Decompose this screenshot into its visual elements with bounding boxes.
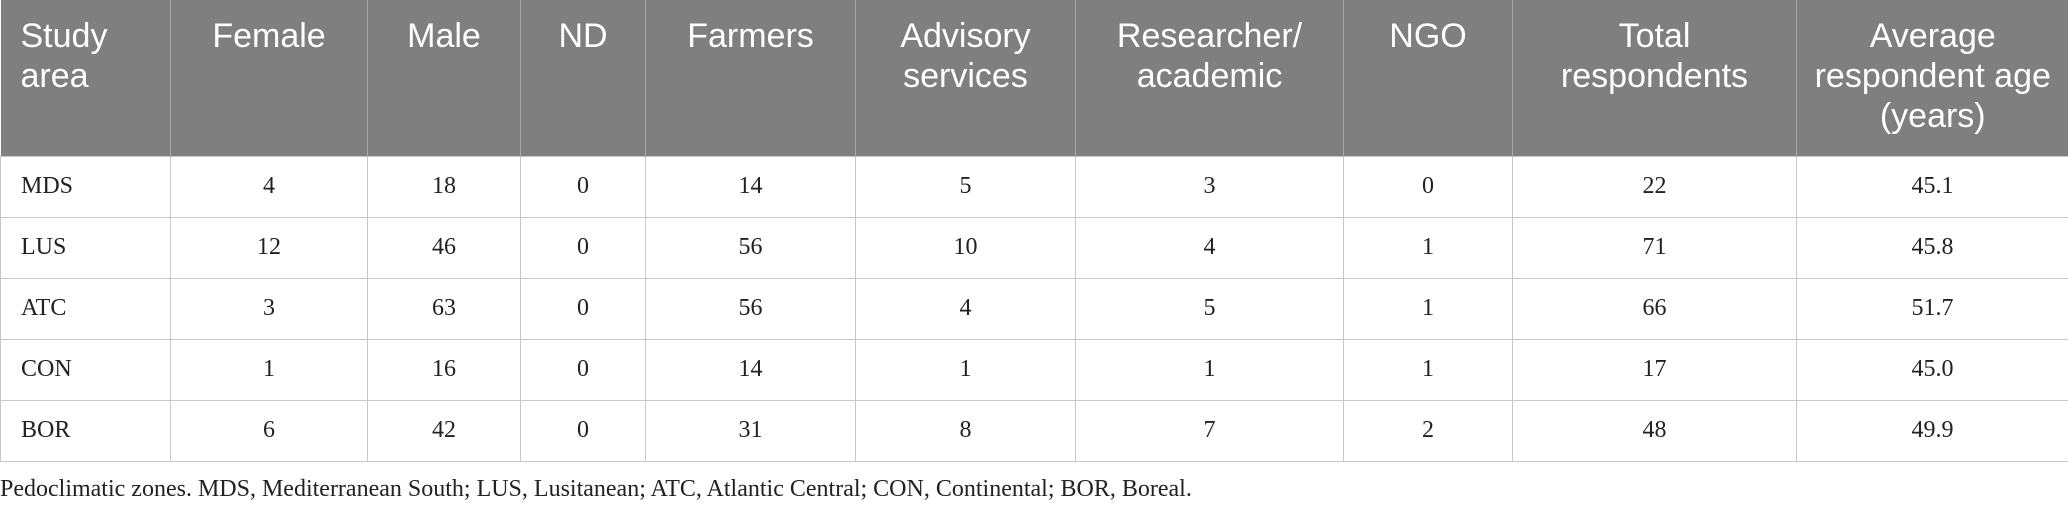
row-label: ATC [0,277,171,340]
table-cell: 1 [170,338,368,401]
table-row: CON 1 16 0 14 1 1 1 17 45.0 [0,338,2068,401]
table-cell: 63 [367,277,521,340]
table-row: ATC 3 63 0 56 4 5 1 66 51.7 [0,277,2068,340]
table-cell: 46 [367,216,521,279]
column-header: Female [170,0,368,156]
table-cell: 1 [1075,338,1344,401]
table-cell: 42 [367,399,521,462]
table-cell: 3 [1075,155,1344,218]
table-cell: 2 [1343,399,1513,462]
column-header: Researcher/ academic [1075,0,1344,156]
table-cell: 1 [1343,216,1513,279]
column-header: Average respondent age (years) [1796,0,2068,156]
table-cell: 1 [855,338,1076,401]
row-label: BOR [0,399,171,462]
table-cell: 5 [855,155,1076,218]
table-cell: 17 [1512,338,1797,401]
table-cell: 0 [520,216,646,279]
table-cell: 10 [855,216,1076,279]
column-header: Advisory services [855,0,1076,156]
table-body: MDS 4 18 0 14 5 3 0 22 45.1 LUS 12 46 0 56 10 4 1 71 45.8 AT… [0,155,2068,462]
table-cell: 14 [645,155,856,218]
table-cell: 71 [1512,216,1797,279]
footnote: Pedoclimatic zones. MDS, Mediterranean S… [0,476,1192,502]
table-cell: 1 [1343,338,1513,401]
table-cell: 49.9 [1796,399,2068,462]
table-cell: 45.8 [1796,216,2068,279]
table-cell: 3 [170,277,368,340]
table-cell: 6 [170,399,368,462]
table-cell: 12 [170,216,368,279]
table-cell: 18 [367,155,521,218]
table-cell: 0 [520,338,646,401]
table-cell: 4 [855,277,1076,340]
table-cell: 56 [645,277,856,340]
column-header: NGO [1343,0,1513,156]
table-row: BOR 6 42 0 31 8 7 2 48 49.9 [0,399,2068,462]
row-label: CON [0,338,171,401]
header-row: Study area Female Male ND Farmers Advisory se… [0,0,2068,156]
table-cell: 31 [645,399,856,462]
table-row: LUS 12 46 0 56 10 4 1 71 45.8 [0,216,2068,279]
row-label: MDS [0,155,171,218]
table-cell: 48 [1512,399,1797,462]
table-row: MDS 4 18 0 14 5 3 0 22 45.1 [0,155,2068,218]
table-cell: 22 [1512,155,1797,218]
table-cell: 66 [1512,277,1797,340]
table-cell: 7 [1075,399,1344,462]
table-cell: 0 [1343,155,1513,218]
column-header: Study area [0,0,171,156]
row-label: LUS [0,216,171,279]
table-cell: 4 [170,155,368,218]
table-cell: 5 [1075,277,1344,340]
column-header: Total respondents [1512,0,1797,156]
table-cell: 45.0 [1796,338,2068,401]
data-table: Study area Female Male ND Farmers Advisory se… [0,0,2068,462]
table-cell: 14 [645,338,856,401]
column-header: ND [520,0,646,156]
table-cell: 8 [855,399,1076,462]
table-cell: 16 [367,338,521,401]
table-cell: 1 [1343,277,1513,340]
table-cell: 45.1 [1796,155,2068,218]
column-header: Farmers [645,0,856,156]
table-cell: 0 [520,155,646,218]
table-cell: 4 [1075,216,1344,279]
table-cell: 0 [520,399,646,462]
table-cell: 56 [645,216,856,279]
table-cell: 0 [520,277,646,340]
column-header: Male [367,0,521,156]
table-cell: 51.7 [1796,277,2068,340]
